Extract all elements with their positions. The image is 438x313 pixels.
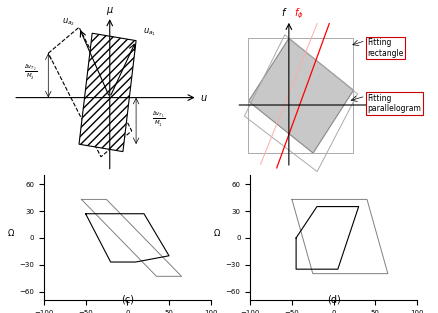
Text: (b): (b) [321,180,336,190]
Text: Fitting
parallelogram: Fitting parallelogram [366,94,420,113]
Polygon shape [79,33,136,151]
Y-axis label: Ω: Ω [8,229,14,238]
Y-axis label: Ω: Ω [214,229,220,238]
Text: $f_\phi$: $f_\phi$ [293,7,303,21]
Text: $f$: $f$ [281,6,287,18]
Text: (a): (a) [98,180,112,190]
Text: (d): (d) [326,295,340,305]
Text: $u_{a_2}$: $u_{a_2}$ [62,17,75,28]
Text: $\mu$: $\mu$ [106,4,113,17]
Text: $t$: $t$ [382,99,389,111]
Text: Fitting
rectangle: Fitting rectangle [366,38,403,58]
Text: (c): (c) [120,295,134,305]
Text: $\frac{\Delta v_{T_2}}{M_2}$: $\frac{\Delta v_{T_2}}{M_2}$ [24,63,37,82]
Text: $u$: $u$ [200,93,208,103]
Polygon shape [248,38,353,153]
Text: $u_{a_1}$: $u_{a_1}$ [142,26,155,38]
Text: $\frac{\Delta v_{T_1}}{M_1}$: $\frac{\Delta v_{T_1}}{M_1}$ [151,110,164,129]
